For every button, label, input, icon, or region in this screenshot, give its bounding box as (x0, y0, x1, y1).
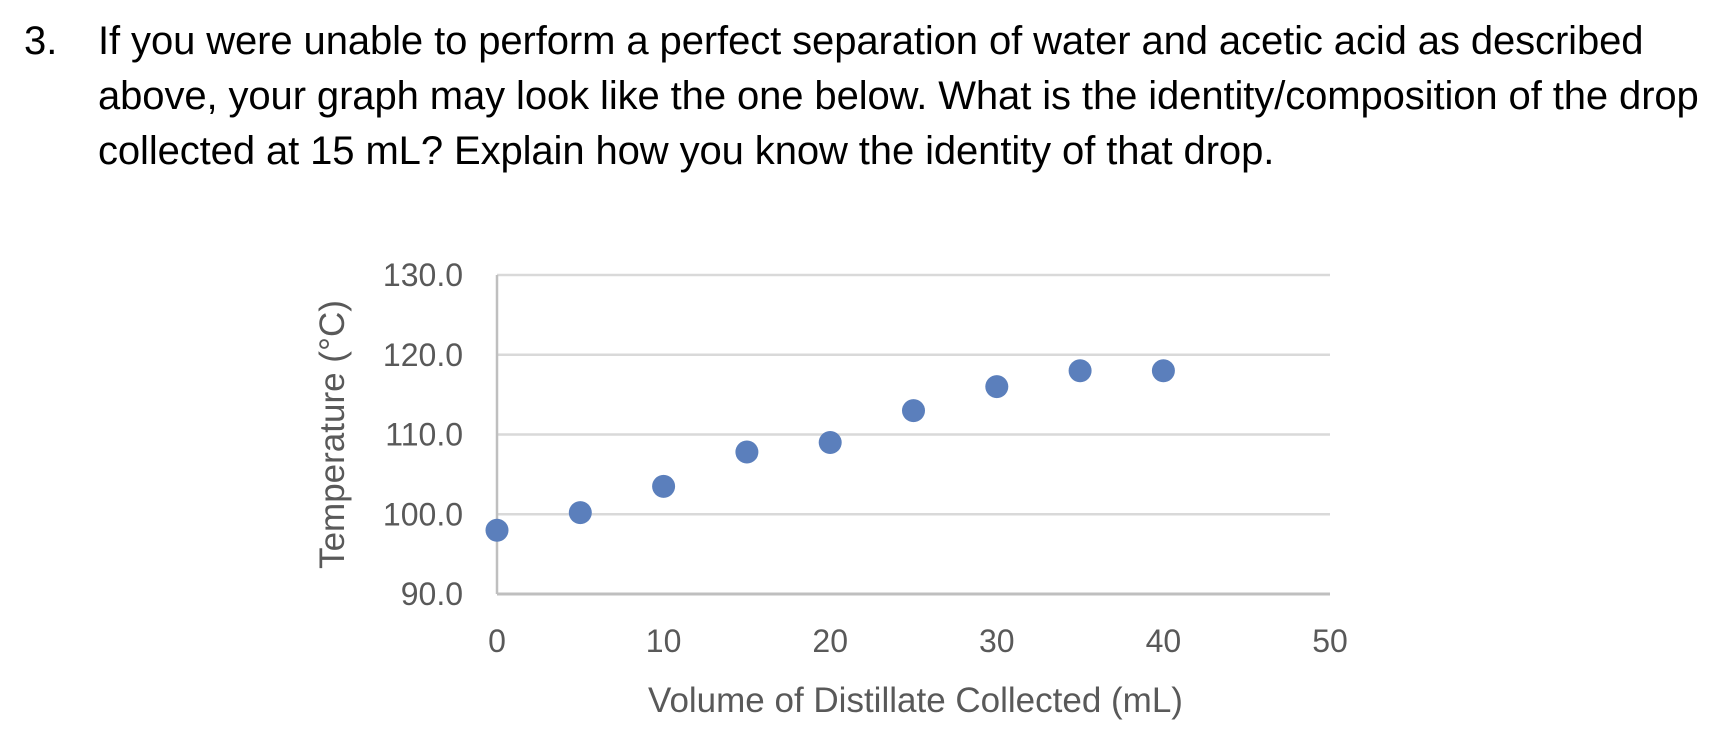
data-point (568, 501, 592, 525)
data-point (818, 430, 842, 454)
data-point (985, 375, 1009, 399)
data-point (485, 518, 509, 542)
y-axis-title: Temperature (°C) (313, 300, 352, 569)
x-tick-label: 50 (1312, 623, 1348, 659)
grid-layer (497, 273, 1330, 516)
x-tick-label: 30 (979, 623, 1015, 659)
data-point (735, 440, 759, 464)
data-point (1068, 359, 1092, 383)
data-point (1151, 359, 1175, 383)
y-tick-label: 90.0 (401, 576, 463, 612)
data-point (902, 399, 925, 423)
y-tick-label: 100.0 (383, 496, 463, 532)
x-tick-label: 0 (488, 623, 506, 659)
question-number: 3. (24, 19, 58, 63)
x-tick-label: 20 (812, 623, 848, 659)
data-point (652, 474, 676, 498)
x-tick-label: 40 (1146, 623, 1182, 659)
tick-label-layer: 90.0 100.0 110.0 120.0 130.0 0 10 20 30 40 50 (383, 257, 1348, 659)
x-axis-title: Volume of Distillate Collected (mL) (648, 681, 1183, 720)
y-tick-label: 130.0 (383, 257, 463, 293)
y-tick-label: 120.0 (383, 337, 463, 373)
question-text: If you were unable to perform a perfect … (98, 19, 1699, 173)
data-point-layer (485, 359, 1175, 542)
x-tick-label: 10 (646, 623, 682, 659)
y-tick-label: 110.0 (385, 417, 463, 453)
